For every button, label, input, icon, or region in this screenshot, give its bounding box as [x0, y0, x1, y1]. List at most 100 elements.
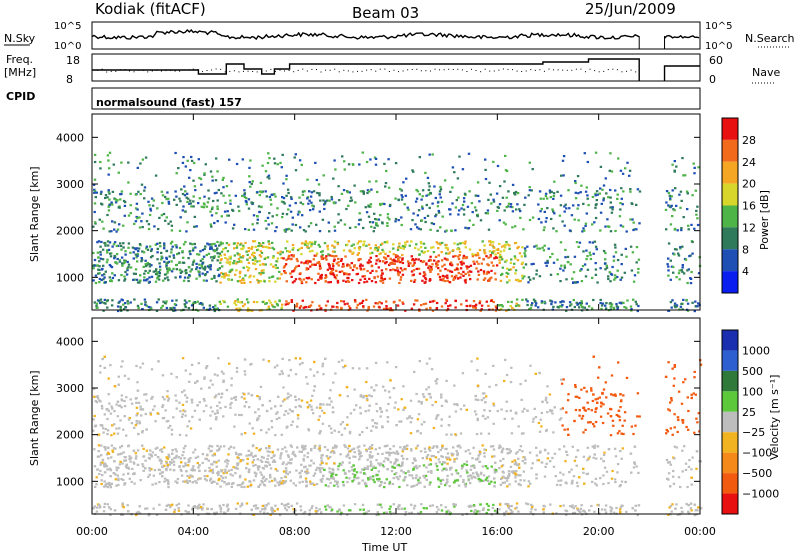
range-cell: [544, 261, 547, 264]
range-cell: [387, 458, 390, 462]
range-cell: [609, 280, 612, 283]
range-cell: [172, 416, 175, 419]
range-cell: [256, 222, 259, 225]
range-cell: [139, 366, 142, 369]
range-cell: [616, 306, 620, 309]
range-cell: [257, 205, 261, 208]
range-cell: [274, 434, 277, 437]
range-cell: [175, 172, 178, 175]
range-cell: [531, 216, 535, 219]
range-cell: [628, 169, 632, 172]
range-cell: [233, 259, 236, 263]
range-cell: [696, 223, 700, 227]
range-cell: [163, 480, 166, 483]
range-cell: [267, 240, 270, 243]
range-cell: [246, 258, 249, 261]
range-cell: [608, 225, 611, 228]
range-cell: [266, 176, 269, 179]
range-cell: [160, 255, 163, 258]
range-cell: [675, 204, 678, 207]
range-cell: [135, 202, 139, 205]
range-cell: [489, 193, 492, 196]
range-cell: [262, 358, 265, 361]
range-cell: [474, 194, 477, 197]
range-cell: [320, 456, 323, 459]
range-cell: [264, 219, 267, 222]
range-cell: [443, 461, 447, 464]
range-cell: [93, 202, 97, 205]
range-cell: [285, 178, 288, 181]
range-cell: [318, 449, 322, 452]
range-cell: [618, 430, 621, 433]
range-cell: [321, 218, 325, 221]
range-cell: [425, 203, 428, 207]
range-cell: [522, 266, 525, 269]
range-cell: [288, 204, 292, 207]
range-cell: [562, 300, 565, 303]
range-cell: [441, 279, 444, 282]
range-cell: [392, 301, 396, 304]
range-cell: [609, 230, 613, 233]
range-cell: [621, 172, 625, 175]
range-cell: [358, 212, 361, 215]
range-cell: [629, 245, 633, 248]
range-cell: [162, 416, 166, 420]
range-cell: [150, 468, 153, 471]
range-cell: [697, 272, 701, 275]
range-cell: [338, 199, 341, 202]
range-cell: [112, 447, 116, 450]
range-cell: [221, 476, 225, 479]
range-cell: [381, 242, 384, 245]
range-cell: [312, 374, 316, 377]
nave-dot: [229, 70, 231, 72]
range-cell: [146, 248, 150, 251]
range-cell: [427, 266, 430, 269]
range-cell: [540, 425, 543, 428]
range-cell: [299, 471, 302, 474]
range-cell: [488, 482, 491, 485]
range-cell: [679, 247, 682, 250]
range-cell: [135, 419, 138, 423]
range-cell: [98, 272, 101, 275]
range-cell: [455, 457, 459, 460]
range-cell: [306, 471, 310, 474]
range-cell: [132, 278, 135, 281]
range-cell: [289, 210, 293, 213]
range-cell: [280, 477, 283, 480]
range-cell: [236, 261, 239, 264]
range-cell: [505, 373, 509, 377]
range-cell: [213, 192, 217, 195]
range-cell: [256, 249, 259, 252]
range-cell: [568, 207, 571, 210]
range-cell: [209, 379, 212, 382]
range-cell: [429, 300, 432, 303]
range-cell: [198, 275, 201, 278]
range-cell: [186, 425, 189, 428]
nave-dot: [530, 69, 532, 71]
range-cell: [127, 161, 130, 164]
range-cell: [604, 225, 607, 228]
range-cell: [133, 278, 136, 281]
range-cell: [263, 280, 266, 283]
range-cell: [565, 411, 568, 414]
range-cell: [222, 272, 225, 275]
range-cell: [106, 299, 109, 302]
range-cell: [180, 270, 184, 273]
range-cell: [696, 509, 699, 512]
range-cell: [367, 307, 370, 310]
range-cell: [337, 261, 340, 264]
range-cell: [428, 153, 431, 156]
range-cell: [391, 259, 394, 262]
range-cell: [612, 307, 616, 310]
range-cell: [670, 399, 673, 402]
range-cell: [304, 261, 307, 264]
range-cell: [471, 253, 474, 256]
range-cell: [684, 378, 687, 381]
range-cell: [243, 303, 246, 306]
range-cell: [672, 265, 675, 269]
range-cell: [196, 300, 199, 303]
range-cell: [689, 282, 693, 285]
range-cell: [287, 257, 290, 260]
range-cell: [593, 240, 597, 243]
range-cell: [373, 277, 376, 280]
